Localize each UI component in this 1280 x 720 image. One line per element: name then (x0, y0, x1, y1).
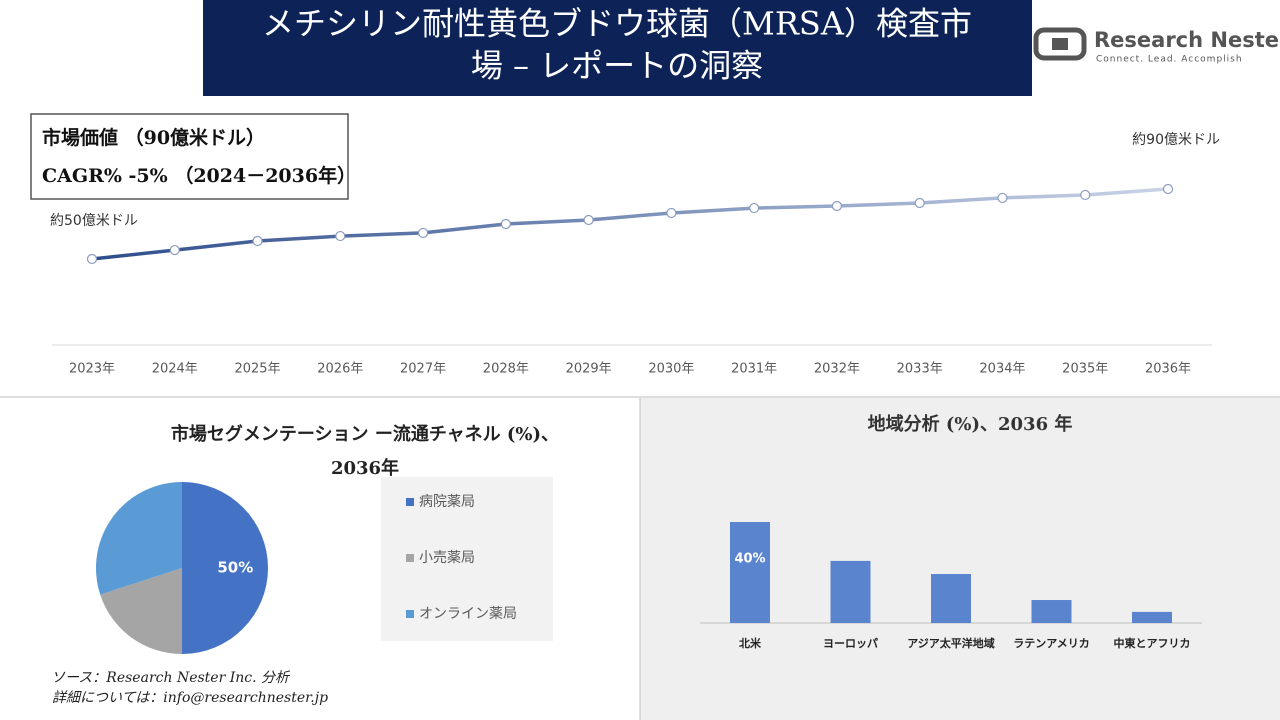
x-tick-label: 2035年 (1062, 362, 1108, 377)
contact: 詳細については：info@researchnester.jp (52, 690, 328, 706)
point (417, 227, 429, 239)
line (91, 187, 1169, 261)
logo-name: Research Nester (1094, 28, 1280, 52)
chart-title: 地域分析 (%)、2036 年 (868, 413, 1073, 435)
x-tick-label: 2030年 (648, 362, 694, 377)
header-bg (203, 0, 1032, 96)
x-tick-label: 2031年 (731, 362, 777, 377)
bar (1031, 600, 1072, 623)
x-tick-label: 北米 (739, 636, 762, 650)
market-value: 市場価値 （90億米ドル） (42, 126, 265, 149)
x-tick-label: 2024年 (152, 362, 198, 377)
x-tick-label: アジア太平洋地域 (907, 636, 995, 650)
legend-label: 病院薬局 (419, 494, 475, 510)
x-tick-label: 2027年 (400, 362, 446, 377)
annotation: 約50億米ドル (50, 213, 138, 229)
x-tick-label: 2023年 (69, 362, 115, 377)
point (335, 230, 346, 242)
x-tick-label: 2032年 (814, 362, 860, 377)
point (831, 200, 843, 212)
chart-title: 市場セグメンテーション ー流通チャネル (%)、 2036年 (171, 423, 559, 479)
x-tick-label: ラテンアメリカ (1013, 637, 1089, 650)
logo-tagline: Connect. Lead. Accomplish (1096, 55, 1243, 65)
info-box (30, 113, 349, 200)
point (583, 214, 594, 226)
logo-icon (1033, 27, 1087, 61)
point (749, 202, 760, 214)
pie-slice (182, 482, 268, 654)
x-tick-label: 2026年 (317, 362, 363, 377)
x-tick-label: 中東とアフリカ (1114, 636, 1191, 650)
point (1080, 189, 1091, 201)
legend-swatch (406, 610, 414, 618)
point (500, 218, 511, 230)
cagr: CAGR% -5% （2024－2036年） (42, 164, 356, 187)
point (86, 253, 98, 265)
pie-slice (100, 568, 182, 654)
bar (1132, 611, 1172, 623)
bar (931, 574, 971, 623)
x-tick-label: 2033年 (897, 362, 943, 377)
x-tick-label: 2029年 (566, 362, 612, 377)
pie-slice (95, 482, 182, 595)
x-tick-label: ヨーロッパ (823, 637, 878, 650)
x-tick-label: 2036年 (1145, 362, 1191, 377)
legend-label: 小売薬局 (419, 550, 475, 566)
legend-swatch (406, 554, 414, 562)
bar (730, 522, 770, 623)
bar (830, 560, 871, 623)
data-label: 50% (217, 559, 253, 577)
point (1162, 183, 1174, 195)
point (252, 235, 263, 247)
source: ソース：Research Nester Inc. 分析 (51, 670, 291, 686)
point (914, 197, 925, 209)
legend-swatch (406, 498, 414, 506)
x-tick-label: 2028年 (483, 362, 529, 377)
legend-label: オンライン薬局 (419, 606, 517, 622)
point (997, 192, 1008, 204)
header-title: 場 – レポートの洞察 (471, 47, 763, 85)
point (666, 207, 677, 219)
annotation: 約90億米ドル (1132, 132, 1220, 148)
x-tick-label: 2025年 (234, 362, 280, 377)
data-label: 40% (734, 552, 765, 567)
point (169, 244, 180, 256)
x-tick-label: 2034年 (979, 362, 1025, 377)
header-title: メチシリン耐性黄色ブドウ球菌（MRSA）検査市 (262, 5, 972, 43)
